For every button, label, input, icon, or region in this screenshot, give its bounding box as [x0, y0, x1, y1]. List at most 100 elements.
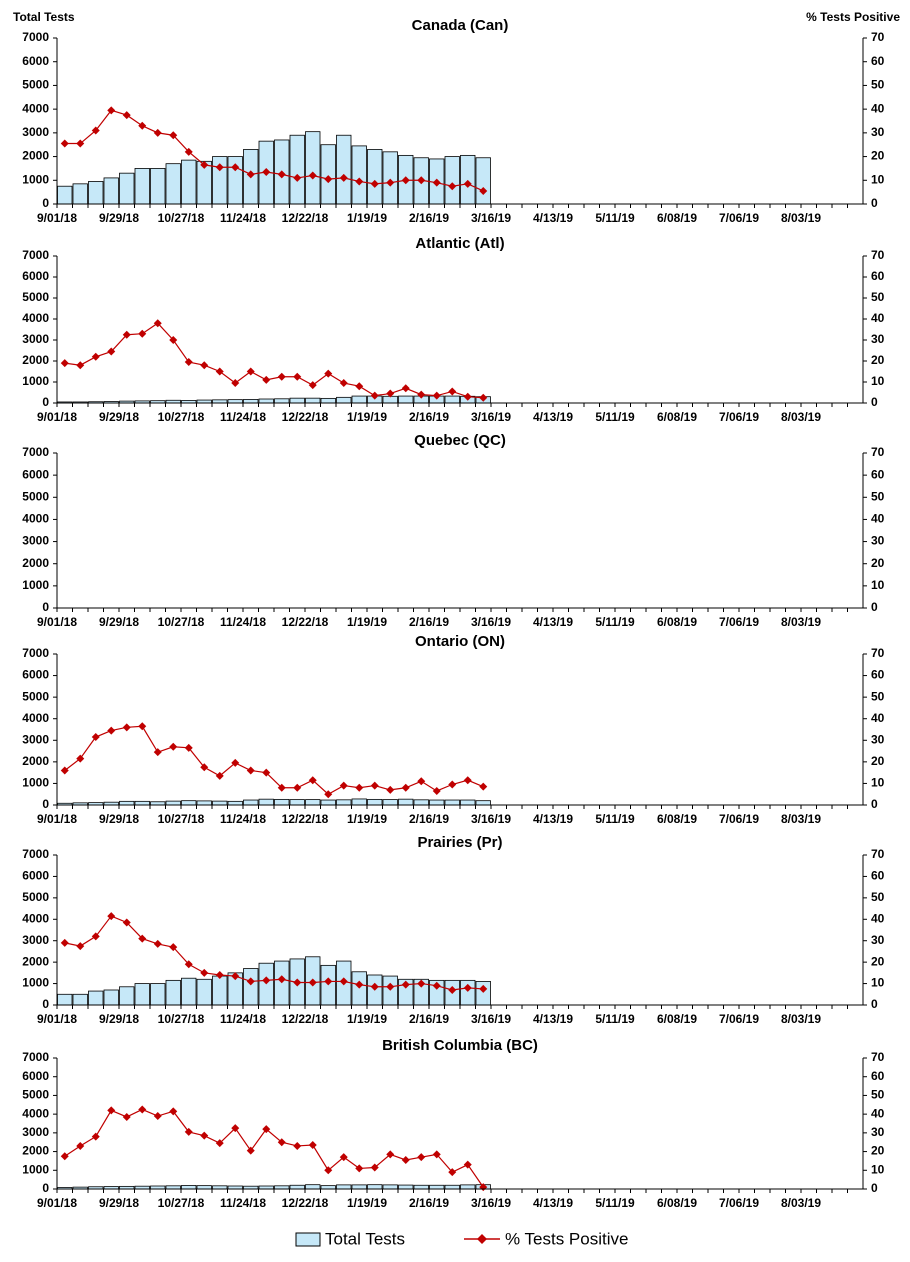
y-tick-label: 6000	[22, 54, 49, 68]
marker	[60, 938, 69, 947]
bar	[475, 157, 491, 205]
marker	[60, 1152, 69, 1161]
y2-tick-label: 40	[871, 101, 885, 115]
marker	[169, 1107, 178, 1116]
y-tick-label: 5000	[22, 1088, 49, 1102]
marker	[432, 1150, 441, 1159]
y-tick-label: 7000	[22, 248, 49, 262]
marker	[231, 163, 240, 172]
y2-tick-label: 0	[871, 196, 878, 210]
marker	[262, 976, 271, 985]
bar	[134, 800, 150, 806]
bar	[119, 172, 135, 205]
y-tick-label: 3000	[22, 534, 49, 548]
bar	[351, 1184, 367, 1190]
x-tick-label: 9/01/18	[37, 1196, 77, 1210]
marker	[355, 980, 364, 989]
marker	[463, 983, 472, 992]
marker	[448, 780, 457, 789]
x-tick-label: 10/27/18	[158, 1196, 205, 1210]
x-tick-label: 5/11/19	[595, 211, 635, 225]
marker	[153, 939, 162, 948]
x-tick-label: 9/29/18	[99, 615, 139, 629]
bar	[398, 1184, 414, 1190]
x-tick-label: 9/29/18	[99, 410, 139, 424]
bar	[336, 1184, 352, 1190]
marker	[386, 1150, 395, 1159]
marker	[293, 1141, 302, 1150]
x-tick-label: 12/22/18	[282, 812, 329, 826]
y2-tick-label: 40	[871, 1106, 885, 1120]
x-tick-label: 9/01/18	[37, 1012, 77, 1026]
x-tick-label: 1/19/19	[347, 1012, 387, 1026]
y2-tick-label: 50	[871, 1088, 885, 1102]
x-tick-label: 12/22/18	[282, 410, 329, 424]
y-tick-label: 0	[42, 196, 49, 210]
marker	[138, 722, 147, 731]
marker	[293, 173, 302, 182]
x-tick-label: 7/06/19	[719, 1196, 759, 1210]
y2-axis-label: % Tests Positive	[806, 10, 900, 24]
y-tick-label: 1000	[22, 578, 49, 592]
bar	[165, 979, 181, 1006]
marker	[339, 781, 348, 790]
y-tick-label: 4000	[22, 512, 49, 526]
y2-tick-label: 60	[871, 467, 885, 481]
marker	[324, 977, 333, 986]
marker	[184, 1127, 193, 1136]
bar	[57, 993, 73, 1006]
x-tick-label: 1/19/19	[347, 1196, 387, 1210]
x-tick-label: 1/19/19	[347, 211, 387, 225]
marker	[293, 783, 302, 792]
x-tick-label: 4/13/19	[533, 812, 573, 826]
marker	[200, 1131, 209, 1140]
x-tick-label: 4/13/19	[533, 1012, 573, 1026]
bar	[119, 986, 135, 1006]
y2-tick-label: 10	[871, 374, 885, 388]
marker	[448, 1168, 457, 1177]
y2-tick-label: 40	[871, 711, 885, 725]
bar	[243, 968, 259, 1006]
y2-tick-label: 50	[871, 489, 885, 503]
y-tick-label: 0	[42, 797, 49, 811]
bar	[351, 145, 367, 205]
marker	[215, 1139, 224, 1148]
y2-tick-label: 30	[871, 732, 885, 746]
marker	[107, 912, 116, 921]
x-tick-label: 9/01/18	[37, 812, 77, 826]
marker	[215, 163, 224, 172]
bar	[88, 990, 104, 1006]
y-tick-label: 6000	[22, 467, 49, 481]
x-tick-label: 8/03/19	[781, 1012, 821, 1026]
bar	[289, 134, 305, 205]
y-tick-label: 1000	[22, 374, 49, 388]
bar	[150, 168, 166, 205]
marker	[107, 106, 116, 115]
bar	[320, 144, 336, 205]
x-tick-label: 5/11/19	[595, 812, 635, 826]
y2-tick-label: 40	[871, 911, 885, 925]
bar	[382, 151, 398, 205]
bar	[320, 1185, 336, 1190]
marker	[308, 776, 317, 785]
bar	[150, 983, 166, 1006]
bar	[196, 1185, 212, 1190]
y2-tick-label: 70	[871, 847, 885, 861]
marker	[432, 981, 441, 990]
x-tick-label: 6/08/19	[657, 812, 697, 826]
marker	[370, 179, 379, 188]
bar	[367, 1184, 383, 1190]
marker	[91, 352, 100, 361]
marker	[246, 170, 255, 179]
marker	[308, 978, 317, 987]
y-tick-label: 3000	[22, 933, 49, 947]
x-tick-label: 1/19/19	[347, 812, 387, 826]
marker	[355, 177, 364, 186]
x-tick-label: 11/24/18	[220, 812, 266, 826]
y2-tick-label: 10	[871, 172, 885, 186]
x-tick-label: 6/08/19	[657, 1196, 697, 1210]
y-tick-label: 5000	[22, 890, 49, 904]
bar	[460, 1184, 476, 1190]
marker	[401, 384, 410, 393]
y-tick-label: 5000	[22, 689, 49, 703]
